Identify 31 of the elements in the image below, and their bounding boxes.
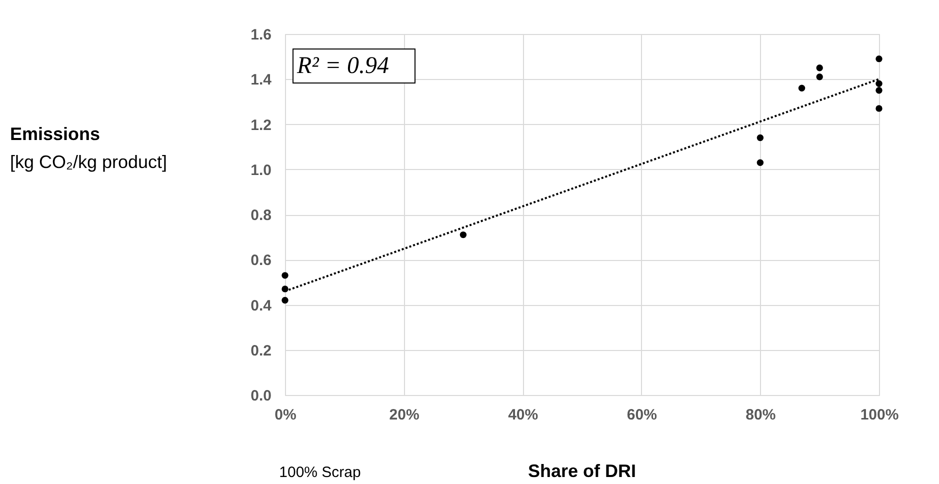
x-tick-label: 40% bbox=[508, 406, 538, 424]
y-tick-label: 0.6 bbox=[250, 252, 272, 270]
x-tick-label: 100% bbox=[860, 406, 899, 424]
y-tick-label: 0.2 bbox=[250, 342, 272, 360]
text: 100% Scrap bbox=[279, 464, 361, 481]
point bbox=[756, 134, 764, 142]
y-tick-label: 0.4 bbox=[250, 297, 272, 314]
y-tick-label: 0.0 bbox=[250, 388, 272, 404]
x-axis-title: Share of DRI bbox=[528, 461, 636, 481]
y-axis-title: Emissions [kg CO₂/kg product] bbox=[10, 124, 168, 172]
point bbox=[876, 55, 882, 62]
point bbox=[876, 80, 882, 87]
x-tick-label: 60% bbox=[626, 406, 657, 424]
point bbox=[460, 231, 467, 238]
y-tick-label: 1.2 bbox=[250, 116, 272, 134]
x-tick-label: 20% bbox=[389, 406, 420, 424]
point bbox=[756, 159, 764, 166]
point bbox=[876, 105, 882, 112]
x-tick-label: 80% bbox=[746, 406, 776, 424]
annotation: R² = 0.94 bbox=[296, 53, 390, 79]
x-tick-label: 0% bbox=[274, 406, 296, 424]
point bbox=[282, 296, 288, 304]
y-tick-label: 1.6 bbox=[250, 26, 272, 44]
y-tick-label: 1.4 bbox=[250, 72, 272, 89]
point bbox=[282, 272, 288, 279]
point bbox=[798, 84, 806, 92]
point bbox=[876, 87, 882, 94]
point bbox=[816, 74, 823, 80]
y-tick-label: 1.0 bbox=[250, 162, 272, 179]
point bbox=[816, 64, 823, 72]
y-tick-label: 0.8 bbox=[250, 207, 272, 224]
